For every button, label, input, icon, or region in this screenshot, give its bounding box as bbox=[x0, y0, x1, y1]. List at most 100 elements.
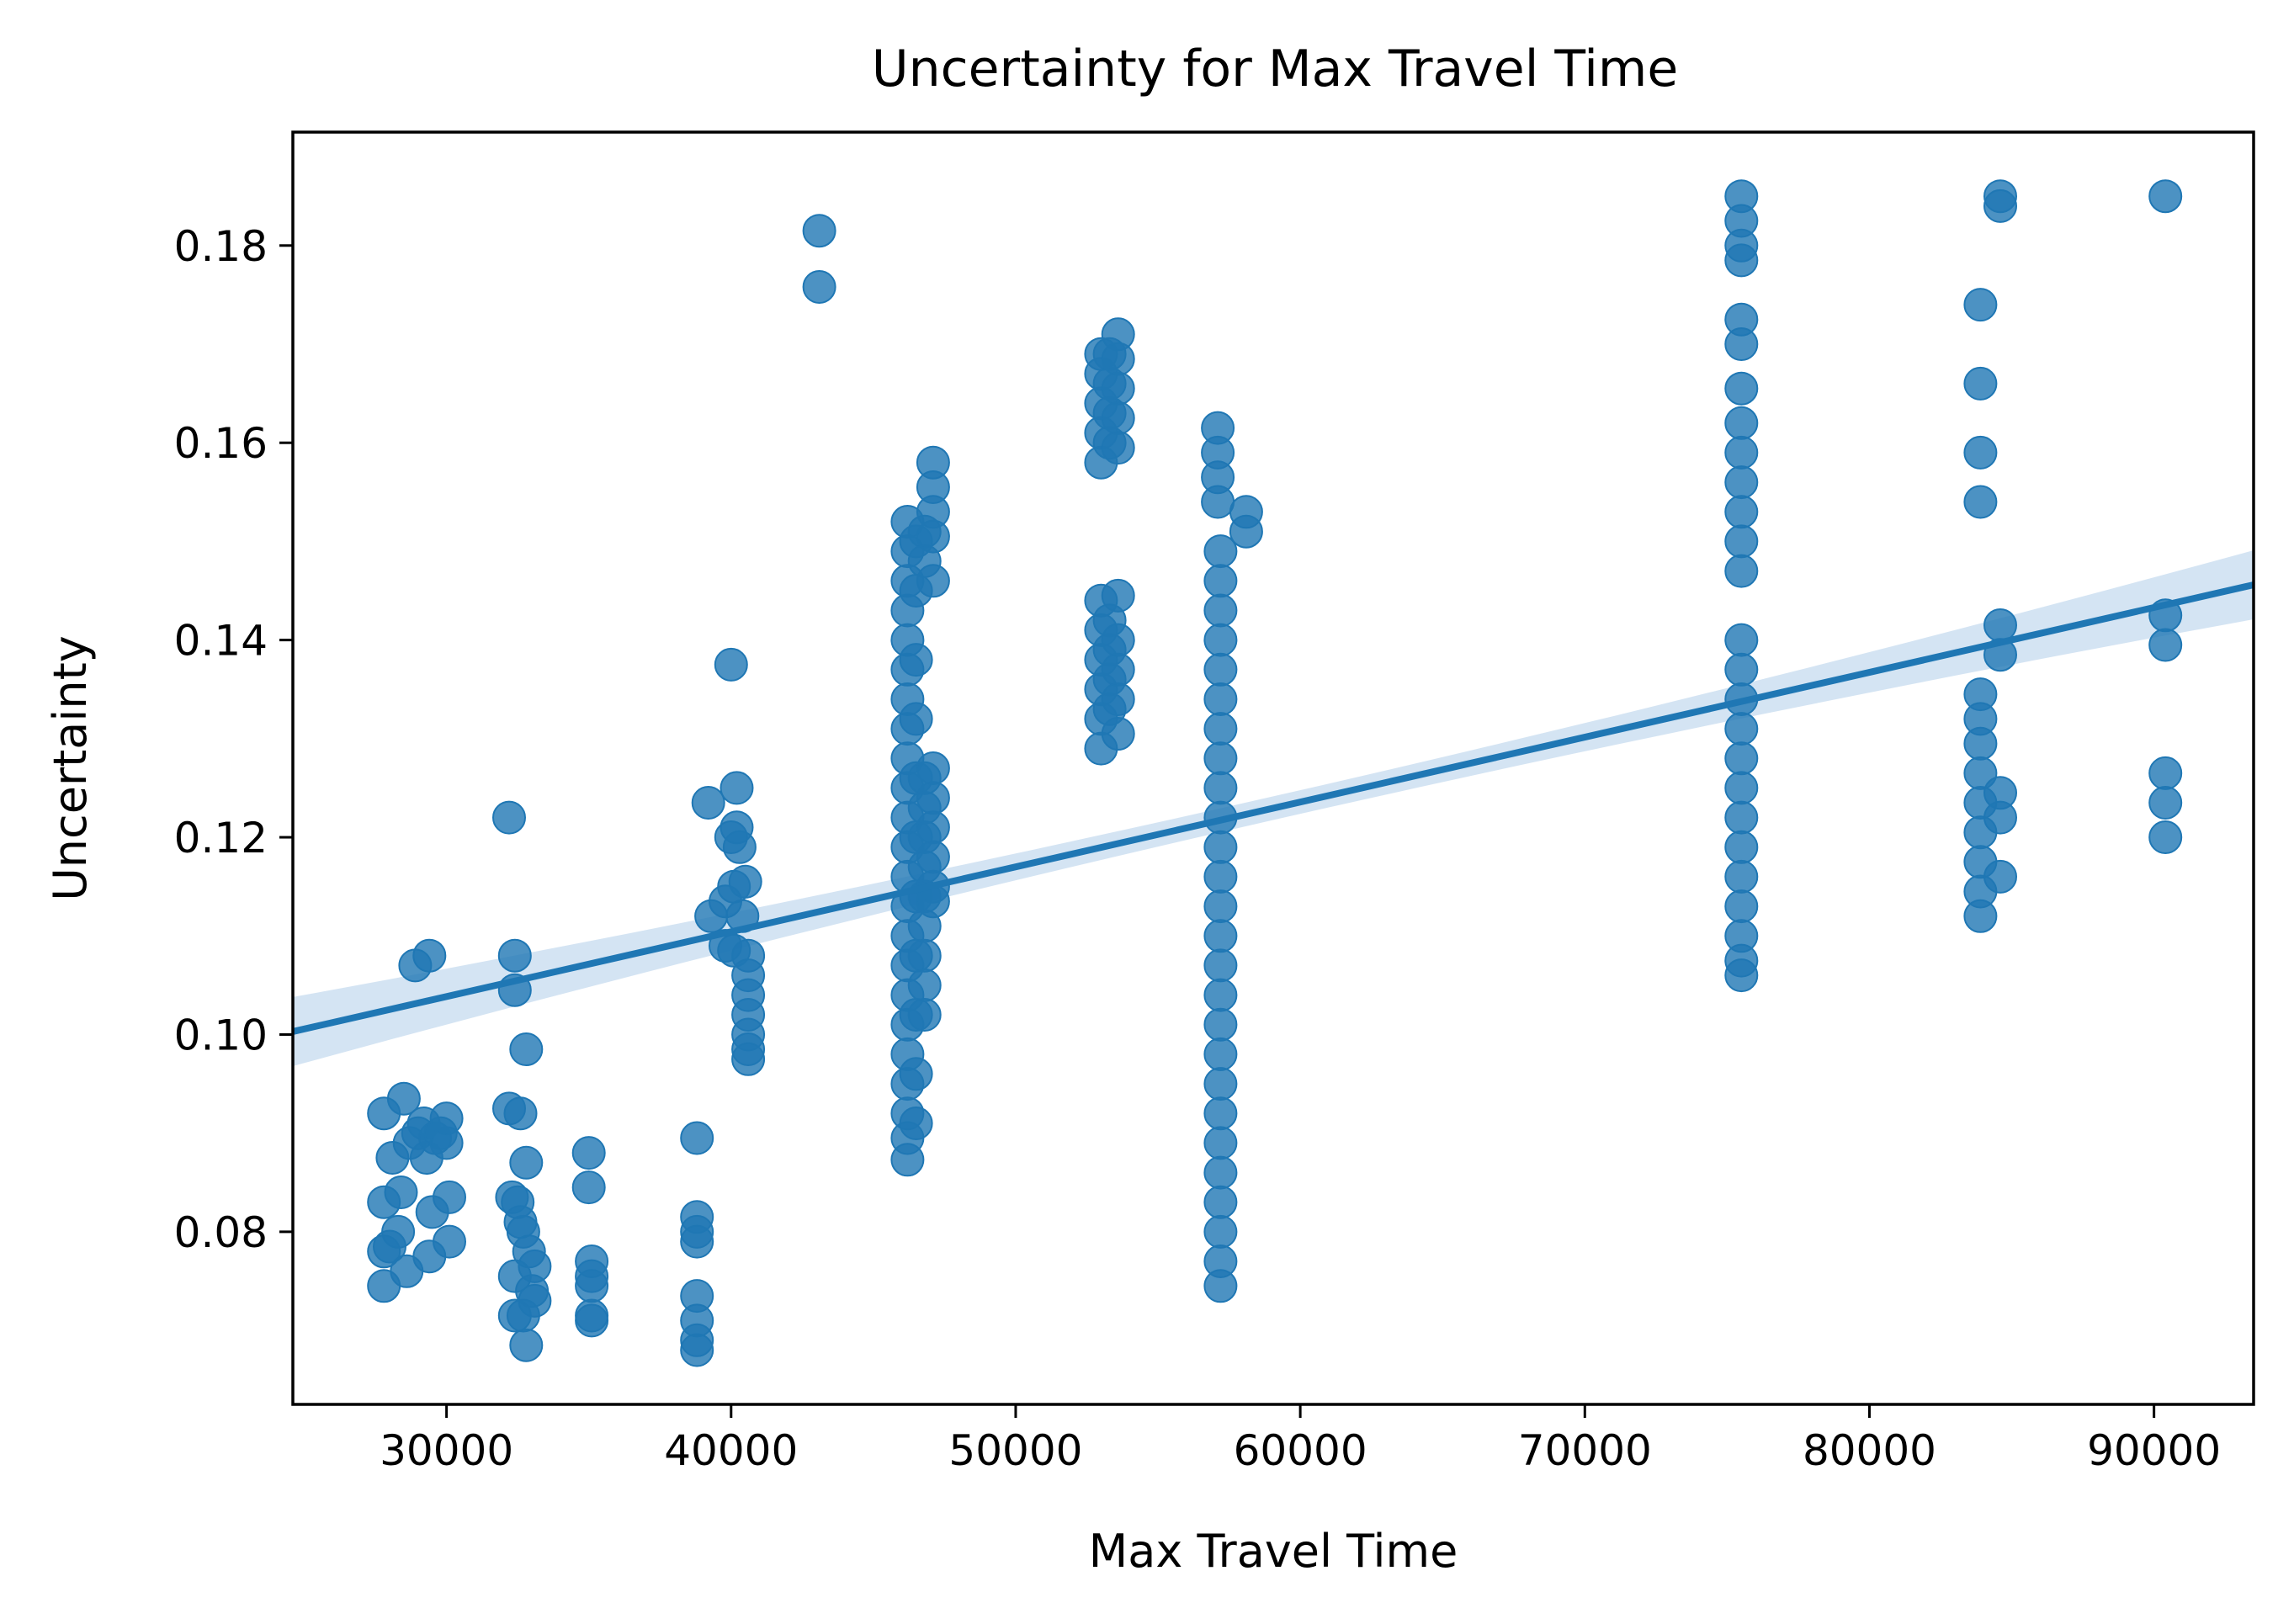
data-point bbox=[1724, 859, 1759, 894]
data-point bbox=[1724, 830, 1759, 864]
x-axis-label: Max Travel Time bbox=[1089, 1525, 1458, 1578]
data-point bbox=[1963, 435, 1998, 470]
data-point bbox=[571, 1170, 606, 1205]
data-point bbox=[802, 214, 836, 248]
data-point bbox=[916, 519, 950, 554]
y-tick-label: 0.08 bbox=[174, 1208, 268, 1257]
data-points bbox=[367, 179, 2183, 1367]
data-point bbox=[412, 938, 447, 973]
data-point bbox=[1724, 741, 1759, 776]
y-tick-label: 0.10 bbox=[174, 1011, 268, 1059]
data-point bbox=[1724, 958, 1759, 993]
data-point bbox=[2148, 756, 2183, 790]
data-point bbox=[1203, 1067, 1238, 1101]
data-point bbox=[1101, 717, 1135, 751]
data-point bbox=[1983, 859, 2017, 894]
data-point bbox=[509, 1328, 544, 1362]
data-point bbox=[1724, 524, 1759, 559]
x-tick-label: 40000 bbox=[664, 1426, 798, 1475]
data-point bbox=[1724, 889, 1759, 924]
data-point bbox=[1983, 608, 2017, 642]
data-point bbox=[691, 786, 725, 820]
data-point bbox=[509, 1032, 544, 1066]
data-point bbox=[680, 1333, 714, 1367]
data-point bbox=[1101, 431, 1135, 465]
data-point bbox=[1963, 288, 1998, 322]
data-point bbox=[1101, 578, 1135, 613]
data-point bbox=[518, 1249, 552, 1283]
data-point bbox=[1203, 1096, 1238, 1131]
data-point bbox=[1203, 564, 1238, 598]
data-point bbox=[2148, 179, 2183, 214]
chart-title: Uncertainty for Max Travel Time bbox=[872, 40, 1679, 98]
data-point bbox=[907, 938, 942, 973]
data-point bbox=[2148, 820, 2183, 854]
data-point bbox=[1101, 401, 1135, 435]
x-tick-label: 50000 bbox=[948, 1426, 1082, 1475]
data-point bbox=[1724, 554, 1759, 588]
data-point bbox=[1724, 771, 1759, 805]
data-point bbox=[1229, 514, 1263, 549]
data-point bbox=[907, 998, 942, 1032]
data-point bbox=[1203, 830, 1238, 864]
data-point bbox=[1724, 712, 1759, 746]
data-point bbox=[728, 864, 762, 899]
data-point bbox=[1203, 978, 1238, 1012]
data-point bbox=[802, 270, 836, 304]
data-point bbox=[518, 1283, 552, 1318]
data-point bbox=[1203, 1007, 1238, 1042]
data-point bbox=[1203, 1037, 1238, 1071]
data-point bbox=[1203, 1126, 1238, 1160]
data-point bbox=[2148, 628, 2183, 662]
data-point bbox=[1203, 1185, 1238, 1219]
data-point bbox=[503, 1096, 538, 1131]
plot-area-frame bbox=[291, 130, 2255, 1406]
data-point bbox=[1724, 652, 1759, 687]
data-point bbox=[899, 643, 933, 677]
data-point bbox=[1983, 800, 2017, 835]
data-point bbox=[386, 1081, 421, 1116]
x-tick-label: 30000 bbox=[380, 1426, 513, 1475]
data-point bbox=[1724, 327, 1759, 361]
data-point bbox=[1101, 652, 1135, 687]
data-point bbox=[1201, 485, 1235, 519]
data-point bbox=[381, 1214, 416, 1249]
data-point bbox=[1724, 465, 1759, 500]
y-tick-label: 0.14 bbox=[174, 617, 268, 666]
data-point bbox=[916, 751, 950, 785]
data-point bbox=[890, 1143, 925, 1177]
data-point bbox=[680, 1121, 714, 1155]
x-axis-ticks: 30000 40000 50000 60000 70000 80000 90000 bbox=[380, 1404, 2221, 1475]
data-point bbox=[1203, 1214, 1238, 1249]
data-point bbox=[1724, 800, 1759, 835]
data-point bbox=[1203, 682, 1238, 716]
data-point bbox=[1203, 919, 1238, 953]
data-point bbox=[1203, 1155, 1238, 1190]
data-point bbox=[1963, 726, 1998, 761]
data-point bbox=[433, 1180, 466, 1214]
x-tick-label: 90000 bbox=[2087, 1426, 2221, 1475]
data-point bbox=[492, 800, 526, 835]
data-point bbox=[916, 781, 950, 815]
data-point bbox=[1203, 948, 1238, 983]
data-point bbox=[1724, 243, 1759, 278]
data-point bbox=[1203, 1269, 1238, 1303]
data-point bbox=[509, 1145, 544, 1180]
data-point bbox=[907, 968, 942, 1002]
data-point bbox=[720, 771, 754, 805]
data-point bbox=[916, 564, 950, 598]
data-point bbox=[1203, 741, 1238, 776]
data-point bbox=[429, 1101, 464, 1136]
data-point bbox=[1203, 623, 1238, 657]
data-point bbox=[916, 840, 950, 874]
regression-line-group bbox=[292, 581, 2254, 1035]
data-point bbox=[1203, 889, 1238, 924]
data-point bbox=[1724, 495, 1759, 529]
data-point bbox=[575, 1303, 609, 1338]
data-point bbox=[1724, 623, 1759, 657]
data-point bbox=[916, 810, 950, 845]
y-tick-label: 0.16 bbox=[174, 419, 268, 468]
data-point bbox=[680, 1224, 714, 1259]
